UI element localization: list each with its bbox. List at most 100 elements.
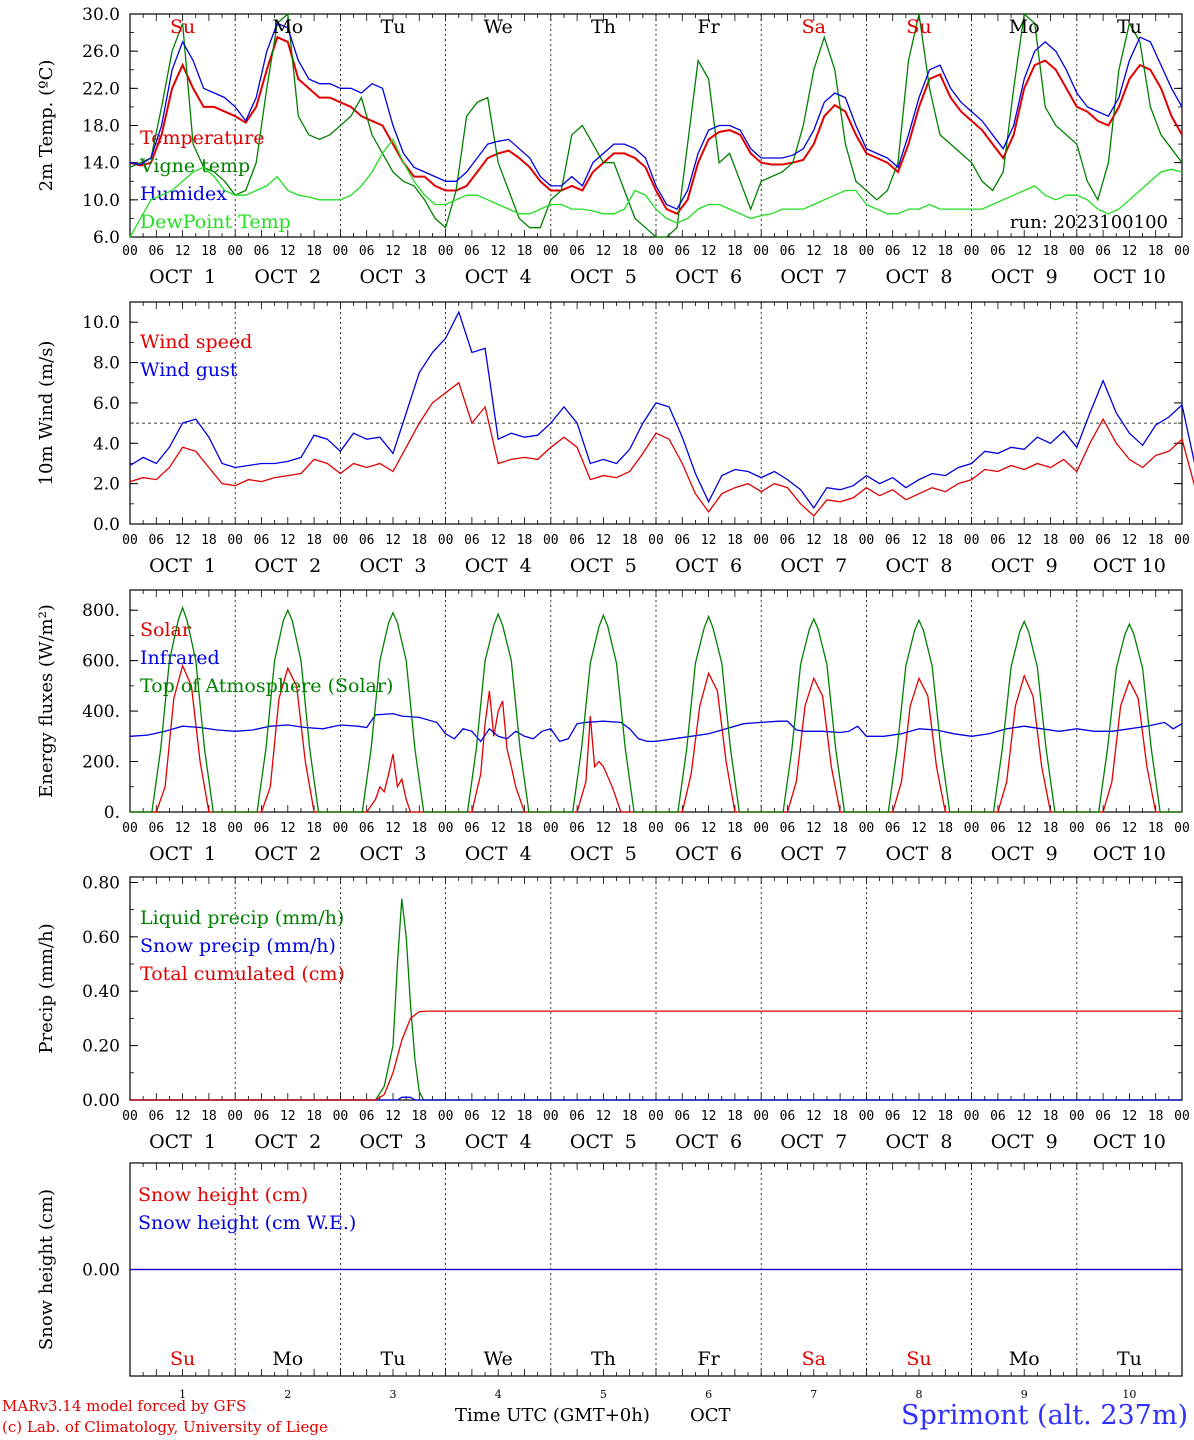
hour-tick-label: 06 (780, 821, 796, 836)
hour-tick-label: 18 (201, 533, 217, 548)
date-label: OCT 7 (780, 843, 847, 865)
date-label: OCT 2 (254, 843, 321, 865)
hour-tick-label: 00 (753, 533, 769, 548)
hour-tick-label: 12 (1122, 1109, 1138, 1124)
hour-tick-label: 18 (411, 1109, 427, 1124)
hour-tick-label: 00 (227, 533, 243, 548)
y-tick-label: 0. (104, 803, 120, 823)
hour-tick-label: 06 (885, 821, 901, 836)
series-green-line (129, 12, 1183, 238)
hour-tick-label: 06 (569, 1109, 585, 1124)
hour-tick-label: 18 (411, 821, 427, 836)
date-label: OCT 8 (886, 1131, 953, 1153)
hour-tick-label: 18 (517, 244, 533, 259)
hour-tick-label: 18 (1043, 821, 1059, 836)
y-tick-label: 18.0 (82, 117, 120, 137)
hour-tick-label: 12 (1016, 244, 1032, 259)
day-name-top: Sa (802, 16, 826, 38)
date-label: OCT 8 (886, 843, 953, 865)
hour-tick-label: 06 (148, 533, 164, 548)
date-label: OCT 5 (570, 1131, 637, 1153)
y-axis-label: 2m Temp. (ºC) (36, 60, 57, 192)
hour-tick-label: 00 (1174, 533, 1190, 548)
date-label: OCT 10 (1093, 843, 1166, 865)
hour-tick-label: 00 (964, 244, 980, 259)
hour-tick-label: 06 (464, 244, 480, 259)
hour-tick-label: 12 (385, 533, 401, 548)
legend-entry: Temperature (140, 127, 264, 149)
legend-entry: Snow height (cm W.E.) (138, 1212, 356, 1234)
hour-tick-label: 12 (911, 533, 927, 548)
day-number: 2 (284, 1388, 291, 1401)
legend-entry: Humidex (140, 183, 227, 205)
date-label: OCT 2 (254, 1131, 321, 1153)
hour-tick-label: 12 (1016, 821, 1032, 836)
date-label: OCT 6 (675, 266, 742, 288)
hour-tick-label: 12 (490, 244, 506, 259)
date-label: OCT 1 (149, 1131, 216, 1153)
y-tick-label: 0.40 (82, 982, 120, 1002)
hour-tick-label: 00 (753, 821, 769, 836)
hour-tick-label: 12 (385, 1109, 401, 1124)
hour-tick-label: 06 (569, 821, 585, 836)
hour-tick-label: 06 (254, 821, 270, 836)
date-label: OCT 9 (991, 266, 1058, 288)
hour-tick-label: 00 (227, 244, 243, 259)
y-axis-label: Snow height (cm) (36, 1189, 57, 1350)
hour-tick-label: 06 (1095, 533, 1111, 548)
hour-tick-label: 00 (1069, 533, 1085, 548)
date-label: OCT 9 (991, 1131, 1058, 1153)
hour-tick-label: 06 (254, 1109, 270, 1124)
hour-tick-label: 00 (333, 821, 349, 836)
hour-tick-label: 00 (859, 821, 875, 836)
series-red-line (130, 1010, 1182, 1101)
date-label: OCT 10 (1093, 1131, 1166, 1153)
date-label: OCT 4 (465, 266, 532, 288)
hour-tick-label: 06 (359, 533, 375, 548)
series-red-line (129, 381, 1194, 517)
hour-tick-label: 12 (596, 1109, 612, 1124)
series-green-line (130, 605, 1182, 813)
hour-tick-label: 18 (1148, 1109, 1164, 1124)
hour-tick-label: 18 (622, 1109, 638, 1124)
hour-tick-label: 06 (1095, 1109, 1111, 1124)
hour-tick-label: 12 (1122, 533, 1138, 548)
date-label: OCT 5 (570, 266, 637, 288)
hour-tick-label: 18 (937, 821, 953, 836)
date-label: OCT 3 (360, 843, 427, 865)
y-tick-label: 0.80 (82, 873, 120, 893)
hour-tick-label: 12 (806, 533, 822, 548)
hour-tick-label: 18 (1148, 821, 1164, 836)
date-label: OCT 1 (149, 266, 216, 288)
hour-tick-label: 00 (333, 1109, 349, 1124)
hour-tick-label: 06 (885, 533, 901, 548)
date-label: OCT 2 (254, 555, 321, 577)
hour-tick-label: 00 (543, 244, 559, 259)
hour-tick-label: 18 (937, 244, 953, 259)
y-tick-label: 0.00 (82, 1091, 120, 1111)
hour-tick-label: 18 (832, 533, 848, 548)
hour-tick-label: 00 (227, 1109, 243, 1124)
hour-tick-label: 12 (806, 821, 822, 836)
hour-tick-label: 06 (1095, 821, 1111, 836)
hour-tick-label: 18 (517, 1109, 533, 1124)
day-name-top: Fr (697, 16, 720, 38)
legend-entry: Total cumulated (cm) (140, 963, 345, 985)
y-tick-label: 0.0 (93, 515, 120, 535)
hour-tick-label: 00 (964, 1109, 980, 1124)
day-number: 9 (1021, 1388, 1028, 1401)
hour-tick-label: 12 (806, 1109, 822, 1124)
hour-tick-label: 12 (911, 244, 927, 259)
hour-tick-label: 06 (254, 533, 270, 548)
hour-tick-label: 12 (1016, 1109, 1032, 1124)
hour-tick-label: 18 (201, 244, 217, 259)
date-label: OCT 4 (465, 1131, 532, 1153)
hour-tick-label: 12 (806, 244, 822, 259)
hour-tick-label: 00 (438, 533, 454, 548)
y-tick-label: 6.0 (93, 228, 120, 248)
date-label: OCT 8 (886, 555, 953, 577)
hour-tick-label: 00 (753, 1109, 769, 1124)
hour-tick-label: 00 (753, 244, 769, 259)
y-tick-label: 200. (82, 753, 120, 773)
hour-tick-label: 18 (306, 244, 322, 259)
